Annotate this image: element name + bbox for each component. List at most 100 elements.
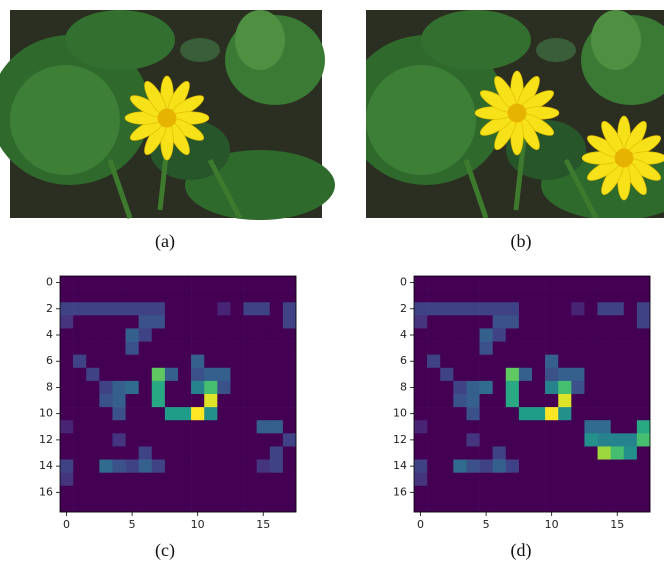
caption: (b) [511, 231, 532, 252]
heatmap-cell [73, 368, 86, 381]
heatmap-cell [545, 486, 558, 499]
heatmap-cell [637, 342, 650, 355]
heatmap-cell [139, 289, 152, 302]
heatmap-cell [571, 446, 584, 459]
heatmap-cell [427, 446, 440, 459]
heatmap-cell [493, 460, 506, 473]
heatmap-cell [466, 276, 479, 289]
caption: (a) [155, 231, 175, 252]
heatmap-cell [126, 433, 139, 446]
y-tick-label: 6 [400, 354, 407, 367]
heatmap-cell [60, 486, 73, 499]
heatmap-cell [571, 368, 584, 381]
heatmap-cell [152, 289, 165, 302]
heatmap-cell [73, 381, 86, 394]
heatmap-cell [532, 342, 545, 355]
figure: (a) (b) (c) (d) 024681012141605101502468… [0, 0, 664, 565]
heatmap-cell [73, 328, 86, 341]
heatmap-cell [466, 433, 479, 446]
heatmap-cell [283, 368, 296, 381]
heatmap-cell [112, 289, 125, 302]
heatmap-cell [571, 328, 584, 341]
heatmap-cell [244, 276, 257, 289]
heatmap-cell [230, 315, 243, 328]
heatmap-cell [584, 420, 597, 433]
heatmap-cell [453, 381, 466, 394]
heatmap-cell [204, 446, 217, 459]
heatmap-cell [532, 381, 545, 394]
heatmap-cell [440, 355, 453, 368]
heatmap-cell [427, 328, 440, 341]
heatmap-cell [571, 486, 584, 499]
heatmap-cell [60, 302, 73, 315]
heatmap-cell [139, 446, 152, 459]
heatmap-cell [283, 381, 296, 394]
heatmap-cell [165, 355, 178, 368]
heatmap-cell [558, 433, 571, 446]
heatmap-cell [217, 460, 230, 473]
heatmap-cell [283, 460, 296, 473]
heatmap-cell [99, 394, 112, 407]
heatmap-cell [611, 328, 624, 341]
heatmap-cell [414, 446, 427, 459]
heatmap-cell [139, 342, 152, 355]
heatmap-cell [558, 289, 571, 302]
heatmap-cell [414, 355, 427, 368]
heatmap-cell [519, 302, 532, 315]
heatmap-cell [558, 446, 571, 459]
heatmap-cell [283, 276, 296, 289]
heatmap-cell [270, 381, 283, 394]
heatmap-cell [165, 276, 178, 289]
heatmap-cell [453, 289, 466, 302]
heatmap-cell [480, 355, 493, 368]
heatmap-cell [480, 473, 493, 486]
heatmap-cell [86, 328, 99, 341]
heatmap-cell [60, 420, 73, 433]
heatmap-cell [414, 381, 427, 394]
heatmap-cell [283, 328, 296, 341]
heatmap-cell [204, 394, 217, 407]
heatmap-cell [126, 315, 139, 328]
heatmap-cell [165, 368, 178, 381]
heatmap-cell [112, 473, 125, 486]
y-tick-label: 16 [393, 485, 407, 498]
heatmap-cell [178, 407, 191, 420]
heatmap-cell [414, 499, 427, 512]
heatmap-cell [244, 433, 257, 446]
heatmap-cell [584, 446, 597, 459]
heatmap-cell [152, 499, 165, 512]
heatmap-cell [558, 473, 571, 486]
heatmap-cell [86, 355, 99, 368]
heatmap-cell [112, 420, 125, 433]
heatmap-cell [86, 302, 99, 315]
heatmap-cell [466, 486, 479, 499]
heatmap-cell [506, 394, 519, 407]
heatmap-cell [230, 328, 243, 341]
heatmap-cell [453, 276, 466, 289]
heatmap-cell [414, 394, 427, 407]
heatmap-cell [598, 328, 611, 341]
heatmap-cell [204, 433, 217, 446]
heatmap-cell [506, 289, 519, 302]
heatmap-cell [519, 355, 532, 368]
heatmap-cell [283, 289, 296, 302]
heatmap-cell [480, 433, 493, 446]
heatmap-cell [532, 499, 545, 512]
heatmap-cell [453, 394, 466, 407]
heatmap-cell [558, 499, 571, 512]
heatmap-cell [152, 433, 165, 446]
heatmap-cell [99, 473, 112, 486]
heatmap-cell [637, 460, 650, 473]
heatmap-cell [270, 486, 283, 499]
heatmap-cell [611, 460, 624, 473]
heatmap-cell [230, 407, 243, 420]
heatmap-cell [257, 368, 270, 381]
heatmap-cell [532, 368, 545, 381]
heatmap-cell [480, 460, 493, 473]
heatmap-cell [126, 473, 139, 486]
heatmap-cell [440, 315, 453, 328]
heatmap-cell [244, 289, 257, 302]
x-tick-label: 10 [191, 518, 205, 531]
heatmap-cell [60, 394, 73, 407]
heatmap-cell [112, 407, 125, 420]
